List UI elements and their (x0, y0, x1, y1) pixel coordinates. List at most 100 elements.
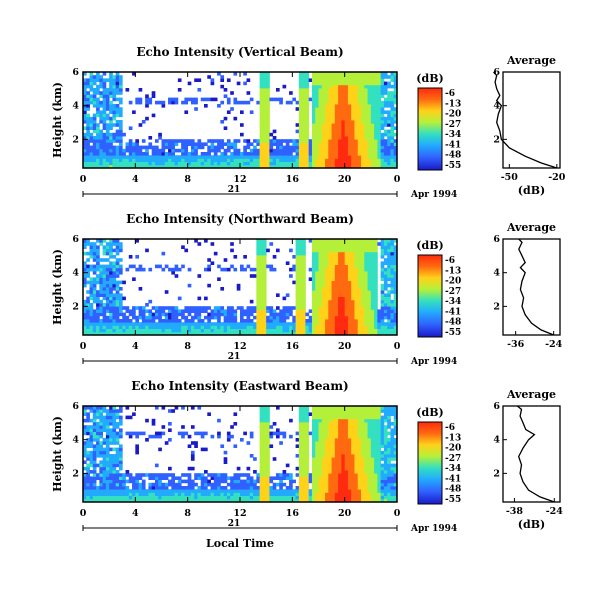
heatmap-cell (266, 94, 270, 98)
heatmap-cell (266, 431, 270, 436)
heatmap-cell (344, 418, 349, 423)
heatmap-cell (184, 431, 189, 436)
heatmap-cell (259, 287, 264, 291)
heatmap-cell (387, 299, 391, 304)
heatmap-cell (298, 293, 303, 297)
heatmap-cell (298, 145, 303, 150)
heatmap-cell (331, 239, 336, 243)
heatmap-cell (135, 158, 139, 162)
heatmap-cell (223, 457, 228, 461)
heatmap-cell (86, 296, 90, 301)
heatmap-cell (370, 280, 375, 285)
heatmap-cell (344, 242, 349, 246)
heatmap-cell (351, 75, 355, 79)
heatmap-cell (168, 322, 172, 326)
heatmap-cell (361, 136, 365, 140)
heatmap-cell (105, 454, 110, 458)
heatmap-cell (341, 470, 346, 474)
heatmap-cell (118, 482, 123, 487)
heatmap-cell (347, 158, 352, 162)
heatmap-cell (298, 309, 303, 313)
heatmap-cell (210, 476, 215, 480)
heatmap-cell (187, 482, 192, 487)
heatmap-cell (374, 161, 378, 166)
heatmap-cell (334, 126, 339, 130)
heatmap-cell (230, 264, 234, 269)
heatmap-cell (105, 264, 110, 269)
heatmap-cell (311, 84, 316, 89)
heatmap-cell (328, 113, 332, 118)
heatmap-cell (112, 161, 117, 166)
heatmap-cell (279, 97, 283, 102)
heatmap-cell (246, 495, 251, 500)
heatmap-cell (331, 463, 336, 468)
heatmap-cell (207, 315, 211, 320)
heatmap-cell (305, 145, 310, 150)
heatmap-cell (128, 164, 133, 169)
colorbar-level: -6 (445, 89, 455, 99)
heatmap-cell (135, 447, 139, 452)
heatmap-cell (315, 261, 319, 265)
heatmap-cell (243, 495, 247, 500)
heatmap-cell (302, 161, 306, 166)
heatmap-cell (338, 280, 342, 285)
heatmap-cell (141, 486, 146, 490)
heatmap-cell (190, 315, 195, 320)
heatmap-cell (325, 457, 329, 461)
heatmap-cell (321, 136, 326, 140)
heatmap-cell (387, 120, 391, 124)
heatmap-cell (331, 293, 336, 297)
heatmap-cell (308, 277, 313, 281)
heatmap-cell (298, 107, 303, 111)
heatmap-cell (325, 132, 329, 137)
heatmap-cell (347, 277, 352, 281)
heatmap-cell (259, 164, 264, 169)
heatmap-cell (118, 107, 123, 111)
heatmap-cell (128, 495, 133, 500)
heatmap-cell (325, 94, 329, 98)
heatmap-cell (99, 412, 104, 416)
heatmap-cell (213, 312, 218, 317)
x-tick-label: 0 (80, 341, 87, 352)
heatmap-cell (233, 139, 238, 143)
heatmap-cell (338, 161, 342, 166)
heatmap-cell (233, 476, 238, 480)
heatmap-cell (380, 261, 385, 265)
heatmap-cell (115, 425, 120, 429)
heatmap-cell (361, 132, 365, 137)
heatmap-cell (99, 152, 104, 156)
heatmap-cell (387, 84, 391, 89)
heatmap-cell (279, 482, 283, 487)
heatmap-cell (367, 145, 372, 150)
heatmap-cell (285, 306, 290, 310)
heatmap-cell (321, 120, 326, 124)
heatmap-cell (321, 139, 326, 143)
heatmap-cell (174, 319, 179, 323)
heatmap-cell (164, 319, 169, 323)
heatmap-cell (275, 315, 280, 320)
heatmap-cell (89, 75, 94, 79)
heatmap-cell (380, 315, 385, 320)
heatmap-cell (177, 322, 182, 326)
heatmap-cell (266, 470, 270, 474)
heatmap-cell (99, 463, 104, 468)
heatmap-cell (311, 466, 316, 471)
heatmap-cell (112, 482, 117, 487)
heatmap-cell (311, 155, 316, 159)
heatmap-cell (262, 75, 267, 79)
heatmap-cell (354, 113, 359, 118)
heatmap-cell (171, 271, 175, 275)
heatmap-cell (289, 139, 293, 143)
heatmap-cell (347, 132, 352, 137)
heatmap-cell (328, 261, 332, 265)
heatmap-cell (311, 482, 316, 487)
heatmap-cell (354, 306, 359, 310)
heatmap-cell (347, 489, 352, 493)
heatmap-cell (102, 274, 107, 278)
heatmap-cell (318, 441, 323, 445)
heatmap-cell (318, 315, 323, 320)
heatmap-cell (105, 107, 110, 111)
heatmap-cell (256, 489, 261, 493)
heatmap-cell (295, 322, 300, 326)
